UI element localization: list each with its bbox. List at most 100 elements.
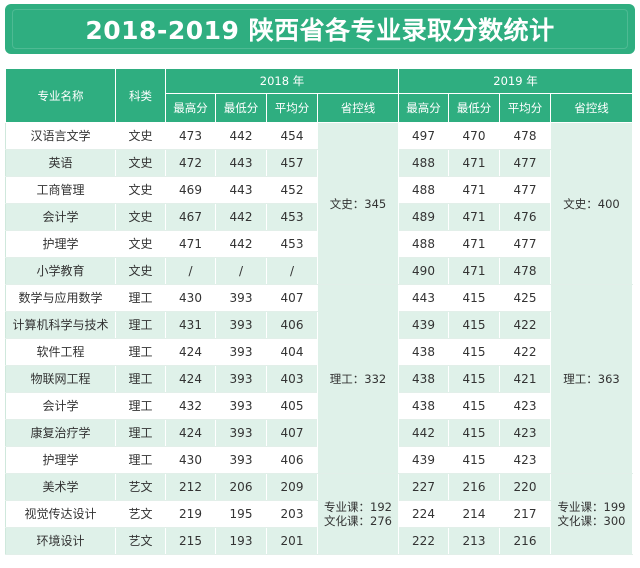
cell-2018-min: 393: [215, 338, 267, 366]
header-2019-min: 最低分: [448, 93, 500, 123]
cell-2018-avg: 407: [266, 419, 318, 447]
cell-subject: 理工: [115, 338, 166, 366]
cell-subject: 文史: [115, 122, 166, 150]
cell-2018-max: 472: [165, 149, 216, 177]
cell-2019-min: 415: [448, 311, 500, 339]
cell-major: 软件工程: [5, 338, 116, 366]
cell-2019-avg: 421: [499, 365, 551, 393]
cell-2019-min: 470: [448, 122, 500, 150]
cell-2018-max: 219: [165, 500, 216, 528]
header-2018-avg: 平均分: [266, 93, 318, 123]
cell-2019-min: 415: [448, 365, 500, 393]
control-line-y2019-culture: 文化课：300: [557, 514, 626, 528]
cell-subject: 文史: [115, 257, 166, 285]
cell-2018-min: 442: [215, 230, 267, 258]
table-body: 汉语言文学 文史 473 442 454 文史：345 497 470 478 文史：400 英语文…: [5, 122, 633, 555]
cell-2019-min: 415: [448, 392, 500, 420]
cell-2019-min: 214: [448, 500, 500, 528]
cell-subject: 理工: [115, 392, 166, 420]
cell-2018-avg: 457: [266, 149, 318, 177]
cell-major: 工商管理: [5, 176, 116, 204]
cell-2019-avg: 478: [499, 257, 551, 285]
cell-2019-min: 471: [448, 149, 500, 177]
cell-major: 环境设计: [5, 527, 116, 555]
cell-2019-min: 471: [448, 176, 500, 204]
cell-major: 英语: [5, 149, 116, 177]
cell-2018-min: 393: [215, 392, 267, 420]
cell-2019-max: 439: [398, 311, 449, 339]
cell-2019-max: 443: [398, 284, 449, 312]
cell-2018-max: 424: [165, 365, 216, 393]
control-line-y2018-specialty: 专业课：192: [324, 500, 392, 514]
cell-major: 康复治疗学: [5, 419, 116, 447]
table-row: 环境设计 艺文 215 193 201 222 213 216: [5, 527, 633, 555]
cell-2019-avg: 422: [499, 338, 551, 366]
cell-2018-avg: 404: [266, 338, 318, 366]
cell-2018-min: 442: [215, 203, 267, 231]
cell-2019-min: 216: [448, 473, 500, 501]
cell-2019-avg: 477: [499, 176, 551, 204]
table-row: 视觉传达设计 艺文 219 195 203 224 214 217: [5, 500, 633, 528]
cell-subject: 理工: [115, 419, 166, 447]
cell-2018-max: 473: [165, 122, 216, 150]
cell-2018-min: 393: [215, 419, 267, 447]
cell-2019-avg: 425: [499, 284, 551, 312]
cell-2018-max: 432: [165, 392, 216, 420]
cell-2018-min: 195: [215, 500, 267, 528]
cell-2018-min: 393: [215, 311, 267, 339]
cell-2019-min: 415: [448, 338, 500, 366]
table-row: 数学与应用数学 理工 430 393 407 理工：332 443 415 425 理工：363: [5, 284, 633, 474]
control-line-y2018-wenshi: 文史：345: [317, 122, 399, 285]
control-line-y2019-ligong: 理工：363: [550, 284, 633, 474]
cell-2018-max: 469: [165, 176, 216, 204]
cell-2019-avg: 477: [499, 149, 551, 177]
cell-2018-max: 430: [165, 446, 216, 474]
cell-2018-max: 430: [165, 284, 216, 312]
cell-major: 物联网工程: [5, 365, 116, 393]
header-2018-max: 最高分: [165, 93, 216, 123]
cell-2019-max: 488: [398, 230, 449, 258]
cell-2019-avg: 478: [499, 122, 551, 150]
cell-2019-avg: 423: [499, 419, 551, 447]
page-title: 2018-2019 陕西省各专业录取分数统计: [85, 16, 555, 45]
cell-2019-max: 438: [398, 365, 449, 393]
cell-subject: 理工: [115, 284, 166, 312]
header-year-2018: 2018 年: [165, 68, 399, 94]
cell-2019-min: 415: [448, 284, 500, 312]
cell-2018-avg: 201: [266, 527, 318, 555]
cell-2019-max: 438: [398, 338, 449, 366]
cell-2018-max: 471: [165, 230, 216, 258]
cell-2019-avg: 220: [499, 473, 551, 501]
header-2018-min: 最低分: [215, 93, 267, 123]
table-row: 小学教育 文史 / //490 471 478: [5, 257, 633, 285]
cell-subject: 文史: [115, 230, 166, 258]
cell-2018-min: 393: [215, 284, 267, 312]
table-row: 会计学 理工 432 393 405 438 415 423: [5, 392, 633, 420]
cell-2018-min: 443: [215, 176, 267, 204]
cell-2018-min: 443: [215, 149, 267, 177]
cell-2018-avg: 452: [266, 176, 318, 204]
table-row: 软件工程 理工 424 393 404 438 415 422: [5, 338, 633, 366]
title-banner: 2018-2019 陕西省各专业录取分数统计: [5, 4, 635, 54]
cell-2018-avg: 405: [266, 392, 318, 420]
cell-2019-max: 442: [398, 419, 449, 447]
cell-major: 会计学: [5, 392, 116, 420]
cell-2018-min: 393: [215, 365, 267, 393]
cell-2019-max: 224: [398, 500, 449, 528]
cell-2018-avg: /: [266, 257, 318, 285]
header-2019-avg: 平均分: [499, 93, 551, 123]
cell-major: 护理学: [5, 230, 116, 258]
cell-2019-min: 471: [448, 203, 500, 231]
cell-2019-avg: 422: [499, 311, 551, 339]
cell-2019-max: 497: [398, 122, 449, 150]
header-2019-control: 省控线: [550, 93, 633, 123]
cell-subject: 文史: [115, 203, 166, 231]
header-year-2019: 2019 年: [398, 68, 633, 94]
cell-major: 会计学: [5, 203, 116, 231]
cell-subject: 理工: [115, 311, 166, 339]
cell-2018-min: 206: [215, 473, 267, 501]
cell-2019-max: 227: [398, 473, 449, 501]
cell-2019-max: 488: [398, 176, 449, 204]
cell-2019-min: 213: [448, 527, 500, 555]
table-row: 美术学 艺文 212 206 209 专业课：192 文化课：276 227 216 220 专业课…: [5, 473, 633, 555]
